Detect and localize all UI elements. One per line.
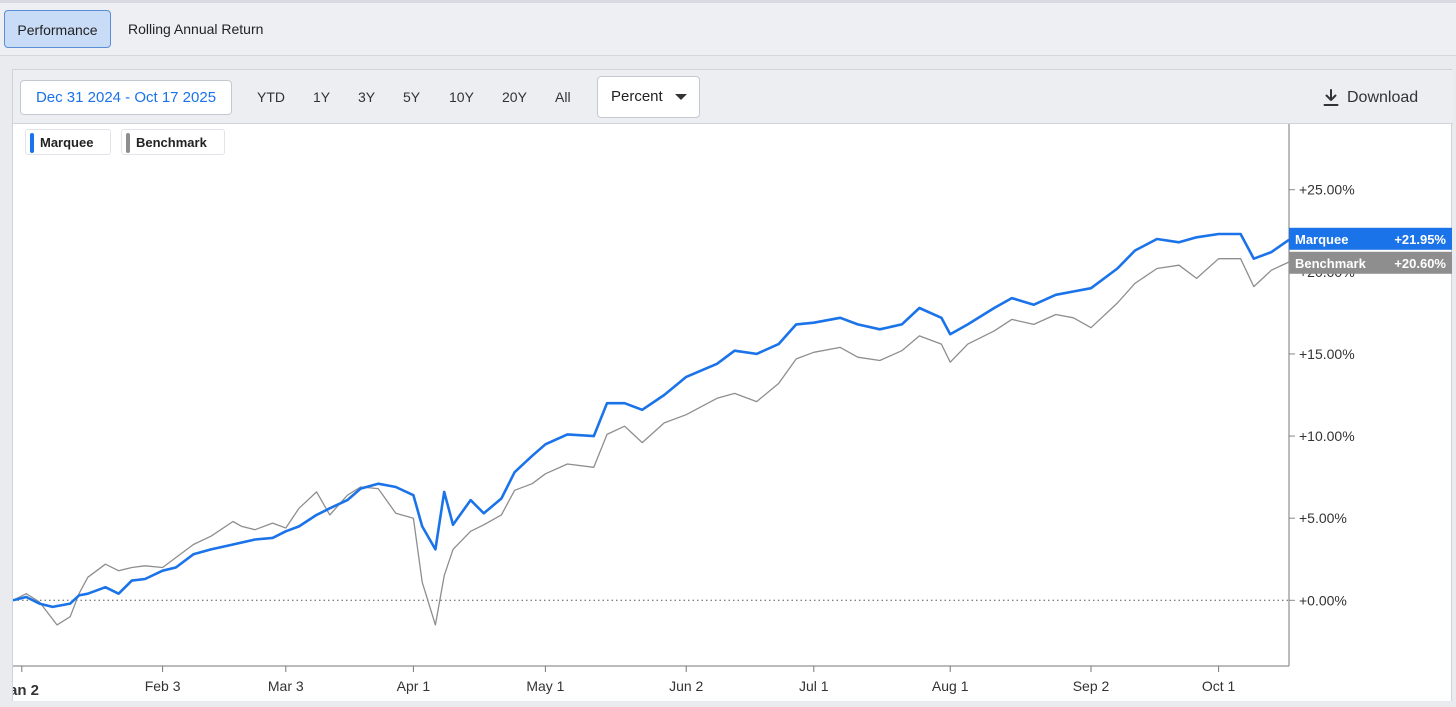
download-button[interactable]: Download [1323,80,1418,115]
legend-label-benchmark: Benchmark [136,135,207,150]
chart-toolbar: Dec 31 2024 - Oct 17 2025 YTD 1Y 3Y 5Y 1… [13,70,1453,124]
chart-panel: Dec 31 2024 - Oct 17 2025 YTD 1Y 3Y 5Y 1… [9,69,1453,702]
series-line-marquee [12,232,1290,609]
range-3y-button[interactable]: 3Y [358,89,376,105]
range-20y-button[interactable]: 20Y [502,89,527,105]
last-value-tag-marquee [1289,227,1452,250]
chart-area: +0.00%+5.00%+10.00%+15.00%+20.00%+25.00%… [9,124,1453,702]
range-1y-button[interactable]: 1Y [313,89,331,105]
series-line-benchmark [12,258,1290,626]
tab-performance[interactable]: Performance [4,10,111,48]
y-tick-label: +5.00% [1299,510,1347,526]
x-tick-label: Feb 3 [145,678,181,694]
x-tick-label: May 1 [526,678,564,694]
tab-rolling-annual-return[interactable]: Rolling Annual Return [128,21,264,37]
y-tick-label: +15.00% [1299,346,1355,362]
x-tick-label: Oct 1 [1202,678,1236,694]
unit-select-value: Percent [611,88,663,105]
last-value-tag-value: +20.60% [1394,256,1446,271]
x-tick-label: Mar 3 [268,678,304,694]
performance-chart: +0.00%+5.00%+10.00%+15.00%+20.00%+25.00%… [9,124,1452,699]
last-value-tag-name: Marquee [1295,232,1348,247]
legend-swatch-benchmark [126,133,130,153]
last-value-tag-benchmark [1289,251,1452,274]
x-tick-label: Jul 1 [799,678,829,694]
range-10y-button[interactable]: 10Y [449,89,474,105]
x-tick-label: Aug 1 [932,678,969,694]
last-value-tag-value: +21.95% [1394,232,1446,247]
legend-label-marquee: Marquee [40,135,94,150]
y-tick-label: +0.00% [1299,592,1347,608]
range-5y-button[interactable]: 5Y [403,89,421,105]
unit-select[interactable]: Percent [597,76,700,118]
range-all-button[interactable]: All [555,89,571,105]
legend-swatch-marquee [30,133,34,153]
legend-item-marquee[interactable]: Marquee [25,129,111,155]
download-label: Download [1347,89,1419,106]
y-tick-label: +10.00% [1299,428,1355,444]
last-value-tag-name: Benchmark [1295,256,1367,271]
top-strip [0,0,1456,3]
legend-item-benchmark[interactable]: Benchmark [121,129,225,155]
x-tick-label: Apr 1 [397,678,431,694]
range-ytd-button[interactable]: YTD [257,89,285,105]
y-tick-label: +25.00% [1299,182,1355,198]
x-tick-label: Jun 2 [669,678,703,694]
download-icon [1323,88,1339,106]
x-tick-label: Sep 2 [1073,678,1110,694]
x-tick-label: an 2 [13,682,39,699]
date-range-picker[interactable]: Dec 31 2024 - Oct 17 2025 [20,80,232,115]
view-tabs: Performance Rolling Annual Return [0,3,1456,56]
caret-down-icon [675,94,687,100]
